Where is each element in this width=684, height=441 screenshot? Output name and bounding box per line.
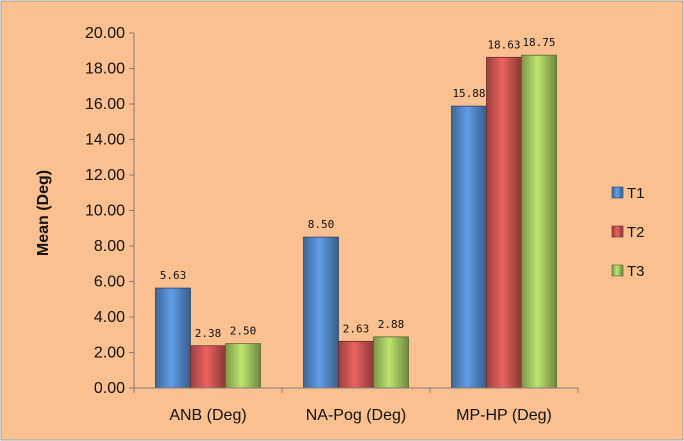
bar-data-label: 2.50 [230,325,257,338]
bar-t1 [303,236,339,389]
x-axis: ANB (Deg) NA-Pog (Deg) MP-HP (Deg) [133,387,579,424]
y-axis-label: Mean (Deg) [35,170,52,256]
bar-t3 [373,336,409,389]
bar-t2 [190,345,226,389]
bar-t3 [521,54,557,389]
legend-label-t2: T2 [627,224,645,241]
y-tick-label: 8.00 [94,238,125,255]
legend-label-t1: T1 [627,185,645,202]
legend-label-t3: T3 [627,263,645,280]
bar-data-label: 18.75 [522,36,555,49]
y-tick-label: 6.00 [94,274,125,291]
legend-swatch-t3 [611,264,624,277]
y-tick-label: 18.00 [85,61,125,78]
y-tick-label: 14.00 [85,132,125,149]
y-tick-label: 10.00 [85,203,125,220]
bar-t1 [451,105,487,389]
x-category-label: NA-Pog (Deg) [306,407,406,424]
bar-t1 [155,287,191,389]
x-category-label: MP-HP (Deg) [456,407,552,424]
bars: 5.63 2.38 2.50 8.50 2.63 2.88 15.88 18.63 18.75 [155,36,557,389]
bar-data-label: 2.88 [378,318,405,331]
bar-data-label: 15.88 [452,87,485,100]
y-tick-label: 16.00 [85,96,125,113]
y-tick-label: 4.00 [94,309,125,326]
legend-swatch-t2 [611,225,624,238]
bar-data-label: 2.63 [343,322,370,335]
legend-swatch-t1 [611,186,624,199]
bar-data-label: 18.63 [487,38,520,51]
legend: T1 T2 T3 [611,185,645,280]
bar-data-label: 2.38 [195,327,222,340]
x-category-label: ANB (Deg) [169,407,246,424]
y-axis: 0.00 2.00 4.00 6.00 8.00 10.00 12.00 14.00 16.00… [85,25,135,397]
bar-t2 [486,56,522,389]
y-tick-label: 12.00 [85,167,125,184]
bar-t3 [225,343,261,389]
bar-data-label: 8.50 [308,218,335,231]
y-tick-label: 2.00 [94,345,125,362]
bar-t2 [338,340,374,389]
y-tick-label: 20.00 [85,25,125,42]
bar-data-label: 5.63 [160,269,187,282]
y-tick-label: 0.00 [94,380,125,397]
